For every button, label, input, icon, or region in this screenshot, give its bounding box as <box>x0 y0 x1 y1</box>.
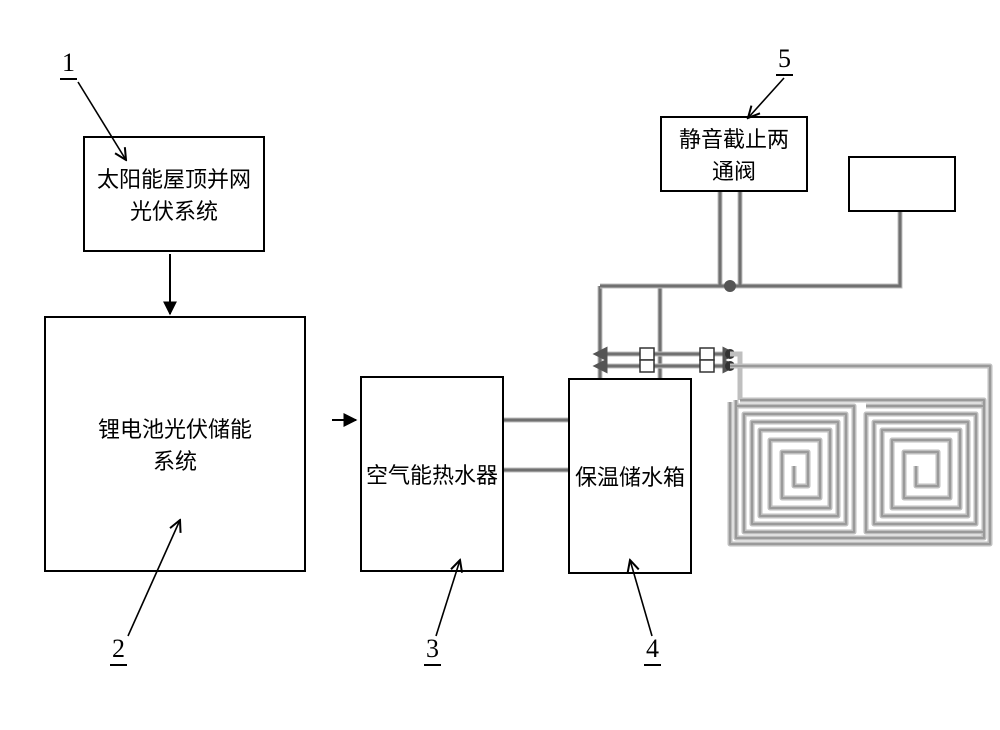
node-tank: 保温储水箱 <box>568 378 692 574</box>
callout-1: 1 <box>60 48 77 80</box>
node-label: 锂电池光伏储能系统 <box>98 412 252 476</box>
node-label: 保温储水箱 <box>575 460 685 492</box>
node-label: 静音截止两通阀 <box>679 122 789 186</box>
node-aux <box>848 156 956 212</box>
callout-2: 2 <box>110 634 127 666</box>
node-label: 太阳能屋顶并网光伏系统 <box>97 162 251 226</box>
node-valve: 静音截止两通阀 <box>660 116 808 192</box>
callout-4: 4 <box>644 634 661 666</box>
node-solar-pv: 太阳能屋顶并网光伏系统 <box>83 136 265 252</box>
callout-5: 5 <box>776 44 793 76</box>
node-battery-storage: 锂电池光伏储能系统 <box>44 316 306 572</box>
callout-3: 3 <box>424 634 441 666</box>
node-air-heater: 空气能热水器 <box>360 376 504 572</box>
node-label: 空气能热水器 <box>366 458 498 490</box>
diagram-canvas: 太阳能屋顶并网光伏系统 锂电池光伏储能系统 空气能热水器 保温储水箱 静音截止两… <box>0 0 1000 730</box>
